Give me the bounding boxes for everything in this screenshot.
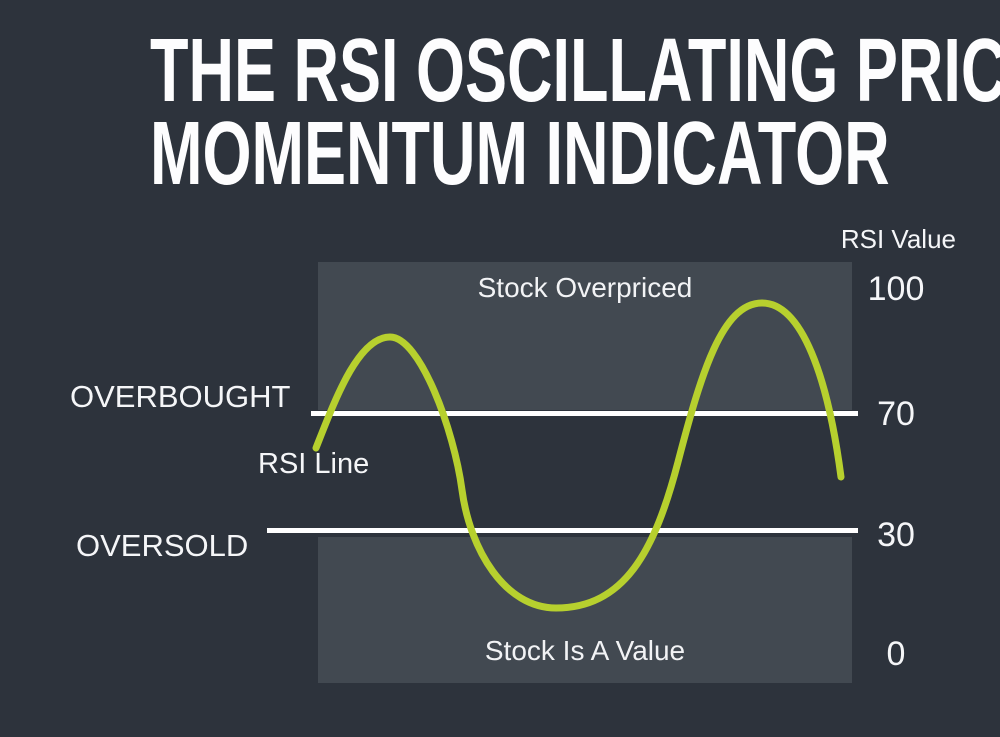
page-title-line-1: THE RSI OSCILLATING PRICE (150, 21, 1000, 121)
oversold-label: OVERSOLD (76, 528, 249, 563)
overbought-label: OVERBOUGHT (70, 379, 291, 414)
tick-0: 0 (886, 635, 906, 673)
tick-30: 30 (877, 516, 915, 554)
axis-title: RSI Value (840, 224, 956, 254)
rsi-line-label: RSI Line (258, 448, 370, 480)
tick-100: 100 (867, 270, 925, 308)
page-title-line-2: MOMENTUM INDICATOR (150, 104, 890, 204)
page-title: THE RSI OSCILLATING PRICE MOMENTUM INDIC… (150, 21, 1000, 204)
tick-70: 70 (877, 395, 915, 433)
overbought-threshold-line (311, 411, 858, 416)
zone-caption-value: Stock Is A Value (484, 635, 686, 666)
oversold-threshold-line (267, 528, 858, 533)
zone-caption-overpriced: Stock Overpriced (477, 272, 693, 303)
